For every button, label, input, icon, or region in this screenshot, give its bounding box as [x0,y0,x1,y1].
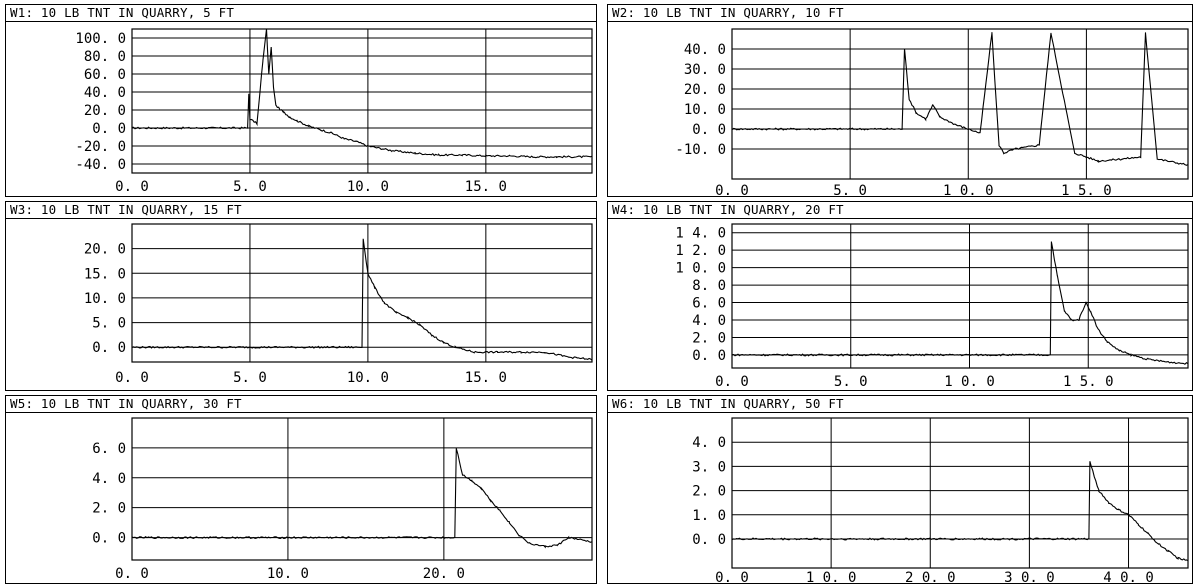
chart-w3: 20. 0 15. 0 10. 0 5. 0 0. 0 0. 0 5. 0 10. 0 15. … [84,223,593,386]
x-tick-label: 0. 0 [115,370,149,386]
plot-frame [731,223,1189,369]
x-tick-label: 10. 0 [347,370,389,386]
x-tick-label: 15. 0 [465,179,507,195]
x-tick-label: 5. 0 [233,179,267,195]
x-tick-label: 15. 0 [465,370,507,386]
x-tick-label: 20. 0 [423,566,465,582]
chart-w4: 1 4. 01 2. 01 0. 08. 06. 04. 02. 00. 00.… [675,223,1189,390]
y-tick-label: 1 4. 0 [675,226,726,242]
x-tick-label: 1 0. 0 [944,374,995,390]
y-tick-label: 0. 0 [692,348,726,364]
title-divider [6,21,596,22]
y-tick-label: 20. 0 [84,242,126,258]
y-tick-label: 40. 0 [84,85,126,101]
x-tick-label: 3 0. 0 [1004,570,1055,585]
signal-trace [132,28,593,159]
title-divider [608,412,1192,413]
y-tick-label: 15. 0 [84,266,126,282]
y-tick-label: 80. 0 [84,49,126,65]
x-tick-label: 0. 0 [115,566,149,582]
plot-frame [731,417,1189,569]
y-tick-label: 4. 0 [92,471,126,487]
title-divider [6,218,596,219]
y-tick-label: 0. 0 [92,340,126,356]
y-tick-label: 2. 0 [92,501,126,517]
plot-frame [731,28,1189,180]
panel-w3: W3: 10 LB TNT IN QUARRY, 15 FT 20. 0 15. … [5,201,597,391]
y-tick-label: 2. 0 [692,330,726,346]
y-tick-label: 0. 0 [92,531,126,547]
y-tick-label: 20. 0 [84,103,126,119]
chart-w2: 40. 0 30. 0 20. 0 10. 0 0. 0 -10. 0 0. 0 5. 0 1 … [675,28,1189,198]
panel-w1: W1: 10 LB TNT IN QUARRY, 5 FT 100. 0 80. … [5,4,597,197]
x-tick-label: 10. 0 [267,566,309,582]
plot-frame [131,28,593,174]
chart-w6: 4. 0 3. 0 2. 0 1. 0 0. 0 0. 0 1 0. 0 2 0. 0 3 0.… [692,417,1189,585]
y-tick-label: 3. 0 [692,459,726,475]
panel-w2: W2: 10 LB TNT IN QUARRY, 10 FT 40. 0 30. … [607,4,1193,198]
signal-trace [131,238,593,361]
y-tick-label: 0. 0 [692,122,726,138]
y-tick-label: 4. 0 [692,313,726,329]
y-tick-label: 10. 0 [84,291,126,307]
x-tick-label: 0. 0 [715,374,749,390]
y-tick-label: -20. 0 [75,139,126,155]
chart-w1: 100. 0 80. 0 60. 0 40. 0 20. 0 0. 0 -20. 0 -40.… [75,28,593,195]
panel-title: W5: 10 LB TNT IN QUARRY, 30 FT [10,396,242,411]
x-tick-label: 4 0. 0 [1103,570,1154,585]
y-tick-label: 2. 0 [692,484,726,500]
panel-title: W3: 10 LB TNT IN QUARRY, 15 FT [10,202,242,217]
x-tick-label: 0. 0 [115,179,149,195]
x-tick-label: 1 5. 0 [1063,374,1114,390]
title-divider [608,21,1192,22]
y-tick-label: 60. 0 [84,67,126,83]
panel-w5: W5: 10 LB TNT IN QUARRY, 30 FT 6. 0 4. 0 2… [5,395,597,584]
y-tick-label: 100. 0 [75,31,126,47]
y-tick-label: 1 2. 0 [675,243,726,259]
y-tick-label: 30. 0 [684,62,726,78]
x-tick-label: 5. 0 [233,370,267,386]
panel-title: W1: 10 LB TNT IN QUARRY, 5 FT [10,5,235,20]
y-tick-label: 1. 0 [692,508,726,524]
x-tick-label: 0. 0 [715,570,749,585]
x-tick-label: 5. 0 [834,374,868,390]
signal-trace [731,461,1189,562]
x-tick-label: 1 5. 0 [1061,183,1112,198]
x-tick-label: 10. 0 [347,179,389,195]
signal-trace [731,241,1189,365]
y-tick-label: 5. 0 [92,316,126,332]
title-divider [6,412,596,413]
y-tick-label: 0. 0 [92,121,126,137]
signal-trace [731,32,1189,166]
chart-w5: 6. 0 4. 0 2. 0 0. 0 0. 0 10. 0 20. 0 [92,417,593,582]
panel-w6: W6: 10 LB TNT IN QUARRY, 50 FT 4. 0 3. 0 2… [607,395,1193,585]
title-divider [608,218,1192,219]
x-tick-label: 1 0. 0 [806,570,857,585]
x-tick-label: 2 0. 0 [905,570,956,585]
y-tick-label: 8. 0 [692,278,726,294]
panel-title: W4: 10 LB TNT IN QUARRY, 20 FT [612,202,844,217]
panel-title: W2: 10 LB TNT IN QUARRY, 10 FT [612,5,844,20]
signal-trace [131,447,593,549]
y-tick-label: 10. 0 [684,102,726,118]
y-tick-label: 20. 0 [684,82,726,98]
y-tick-label: 6. 0 [692,296,726,312]
y-tick-label: 40. 0 [684,42,726,58]
y-tick-label: 4. 0 [692,435,726,451]
x-tick-label: 1 0. 0 [943,183,994,198]
y-tick-label: 1 0. 0 [675,261,726,277]
y-tick-label: -10. 0 [675,142,726,158]
panel-title: W6: 10 LB TNT IN QUARRY, 50 FT [612,396,844,411]
y-tick-label: -40. 0 [75,157,126,173]
x-tick-label: 0. 0 [715,183,749,198]
y-tick-label: 6. 0 [92,441,126,457]
x-tick-label: 5. 0 [833,183,867,198]
y-tick-label: 0. 0 [692,532,726,548]
